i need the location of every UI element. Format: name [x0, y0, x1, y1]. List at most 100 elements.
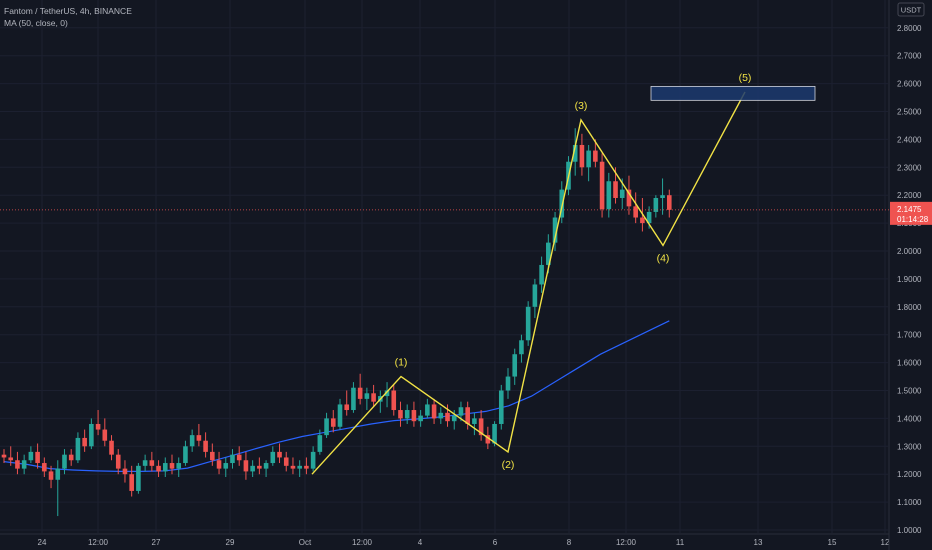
candle-body [357, 387, 363, 399]
candle-body [646, 211, 652, 224]
x-tick-label: 6 [493, 538, 498, 547]
candle-body [640, 217, 645, 224]
candle-body [337, 404, 343, 427]
candle-body [451, 415, 457, 422]
wave-label[interactable]: (1) [395, 357, 408, 369]
candle-body [304, 465, 309, 469]
candle-body [626, 189, 632, 207]
candle-body [48, 471, 54, 480]
y-tick-label: 2.7000 [897, 52, 922, 61]
candle-body [42, 463, 47, 472]
candle-body [317, 435, 323, 452]
candle-body [512, 354, 518, 377]
currency-label[interactable]: USDT [901, 6, 922, 15]
x-tick-label: 12 [881, 538, 890, 547]
candle-body [660, 195, 665, 198]
x-tick-label: 15 [828, 538, 837, 547]
wave-label[interactable]: (5) [739, 72, 752, 84]
candle-body [203, 440, 208, 452]
candle-body [425, 404, 430, 416]
candle-body [458, 407, 464, 416]
candle-body [263, 463, 269, 469]
candle-body [62, 454, 67, 469]
candle-body [552, 217, 558, 243]
candle-body [418, 415, 423, 422]
candle-body [75, 437, 81, 461]
x-tick-label: 29 [226, 538, 235, 547]
candle-body [613, 181, 618, 198]
y-tick-label: 1.7000 [897, 331, 922, 340]
candle-body [330, 418, 336, 427]
wave-label[interactable]: (2) [502, 459, 515, 471]
candle-body [68, 454, 74, 461]
candle-body [445, 412, 450, 422]
candle-body [539, 264, 544, 285]
y-tick-label: 1.5000 [897, 387, 922, 396]
last-price-tag [890, 201, 932, 225]
y-tick-label: 2.3000 [897, 163, 922, 172]
candle-body [142, 460, 148, 466]
candle-body [109, 440, 114, 455]
candle-body [619, 189, 625, 198]
indicator-legend[interactable]: MA (50, close, 0) [4, 18, 68, 28]
y-tick-label: 1.4000 [897, 414, 922, 423]
target-zone-box[interactable] [650, 85, 816, 101]
candle-body [546, 242, 551, 265]
y-tick-label: 2.8000 [897, 24, 922, 33]
candle-body [95, 423, 101, 430]
candle-body [149, 460, 155, 466]
candle-body [129, 474, 134, 491]
y-tick-label: 2.6000 [897, 80, 922, 89]
candle-body [102, 429, 108, 441]
candle-body [572, 144, 578, 162]
candle-body [633, 206, 638, 218]
candle-body [398, 410, 403, 419]
candle-body [1, 454, 7, 458]
candle-body [122, 468, 128, 475]
candle-body [210, 451, 215, 461]
wave-label[interactable]: (4) [657, 252, 670, 264]
wave-label[interactable]: (3) [575, 100, 588, 112]
y-tick-label: 1.6000 [897, 359, 922, 368]
candle-body [243, 460, 249, 472]
y-tick-label: 1.8000 [897, 303, 922, 312]
candle-body [599, 161, 605, 210]
currency-box[interactable] [897, 2, 925, 17]
candle-body [257, 465, 262, 469]
elliott-wave-path[interactable] [311, 91, 746, 475]
candle-body [21, 460, 27, 469]
candle-body [431, 404, 437, 419]
candle-body [586, 150, 591, 168]
symbol-legend[interactable]: Fantom / TetherUS, 4h, BINANCE [4, 6, 132, 16]
candle-body [492, 423, 497, 444]
candle-body [505, 376, 511, 391]
candle-body [324, 418, 329, 436]
y-tick-label: 1.0000 [897, 526, 922, 535]
x-tick-label: 4 [418, 538, 423, 547]
candle-body [169, 463, 175, 469]
countdown-label: 01:14:28 [897, 215, 929, 224]
x-tick-label: 11 [676, 538, 685, 547]
candle-body [310, 451, 316, 469]
candle-body [183, 446, 188, 464]
y-tick-label: 1.1000 [897, 498, 922, 507]
candle-body [35, 451, 40, 464]
candle-body [478, 418, 484, 436]
candle-body [364, 393, 370, 399]
candle-body [411, 410, 417, 422]
candle-body [277, 451, 282, 458]
last-price-label: 2.1475 [897, 205, 922, 214]
candle-body [485, 435, 491, 444]
candle-body [391, 390, 397, 411]
y-tick-label: 2.2000 [897, 191, 922, 200]
candle-body [115, 454, 121, 469]
candle-body [472, 418, 477, 424]
candle-body [438, 412, 444, 419]
x-tick-label: Oct [299, 538, 312, 547]
y-tick-label: 1.9000 [897, 275, 922, 284]
y-tick-label: 1.2000 [897, 470, 922, 479]
candle-body [156, 465, 161, 472]
candle-body [223, 463, 229, 469]
